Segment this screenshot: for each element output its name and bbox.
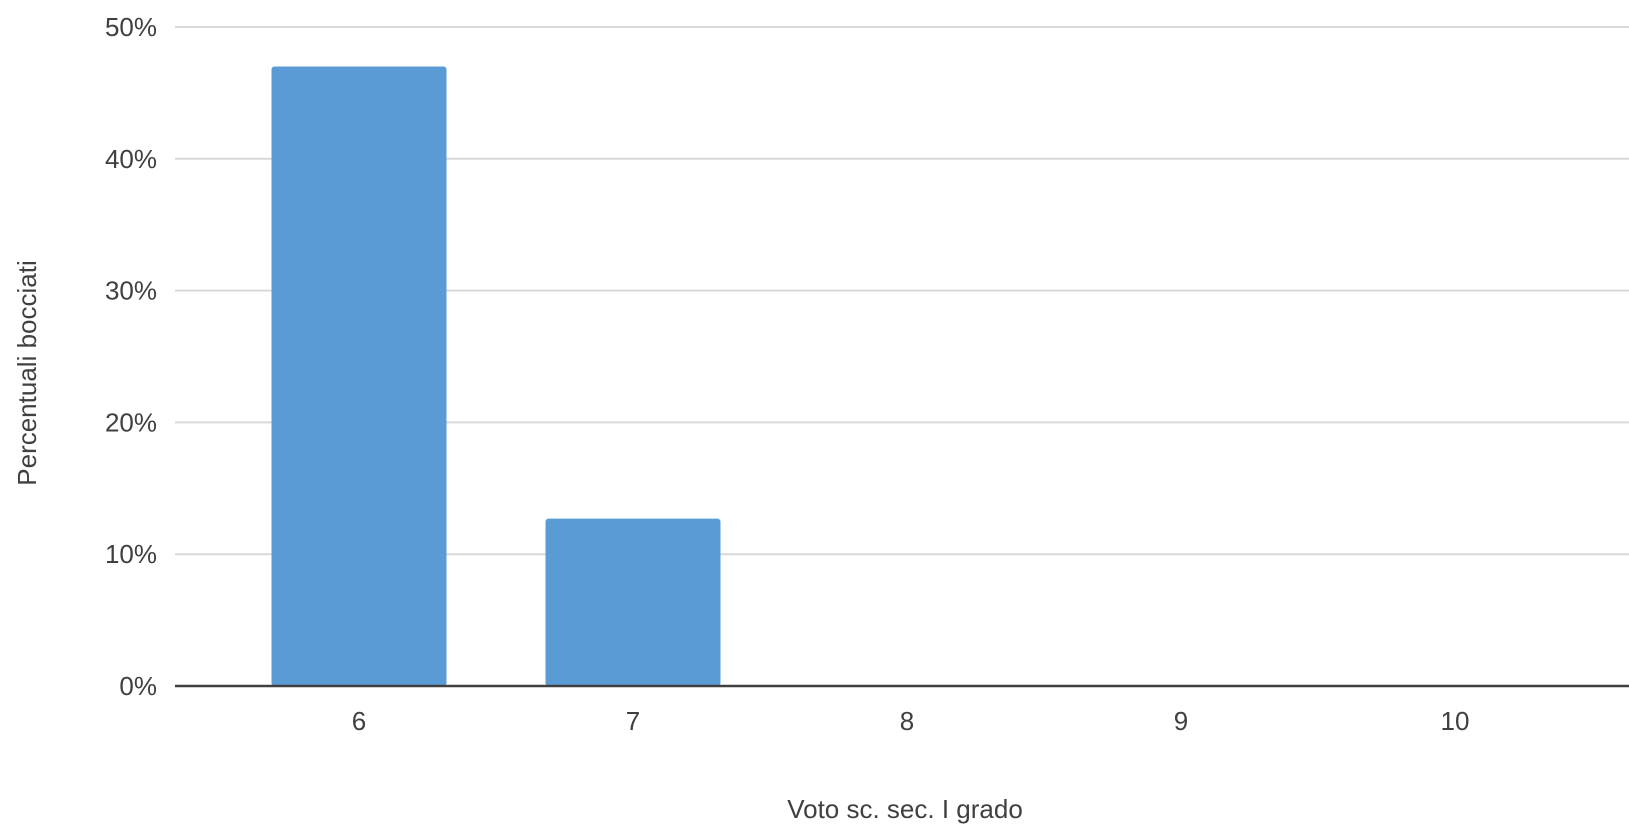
y-tick-label: 50%: [105, 12, 157, 42]
y-tick-label: 10%: [105, 539, 157, 569]
x-axis-ticks: 6 7 8 9 10: [352, 706, 1470, 736]
x-tick-label: 9: [1174, 706, 1188, 736]
y-tick-label: 20%: [105, 407, 157, 437]
y-axis-ticks: 0% 10% 20% 30% 40% 50%: [105, 12, 157, 701]
x-tick-label: 10: [1441, 706, 1470, 736]
x-tick-label: 7: [626, 706, 640, 736]
bar-6: [271, 66, 447, 687]
x-tick-label: 8: [900, 706, 914, 736]
y-tick-label: 30%: [105, 276, 157, 306]
x-tick-label: 6: [352, 706, 366, 736]
y-axis-title: Percentuali bocciati: [12, 260, 42, 485]
y-tick-label: 40%: [105, 144, 157, 174]
bars: [271, 66, 721, 687]
y-tick-label: 0%: [119, 671, 157, 701]
x-axis-title: Voto sc. sec. I grado: [787, 794, 1023, 824]
bar-7: [545, 518, 721, 686]
